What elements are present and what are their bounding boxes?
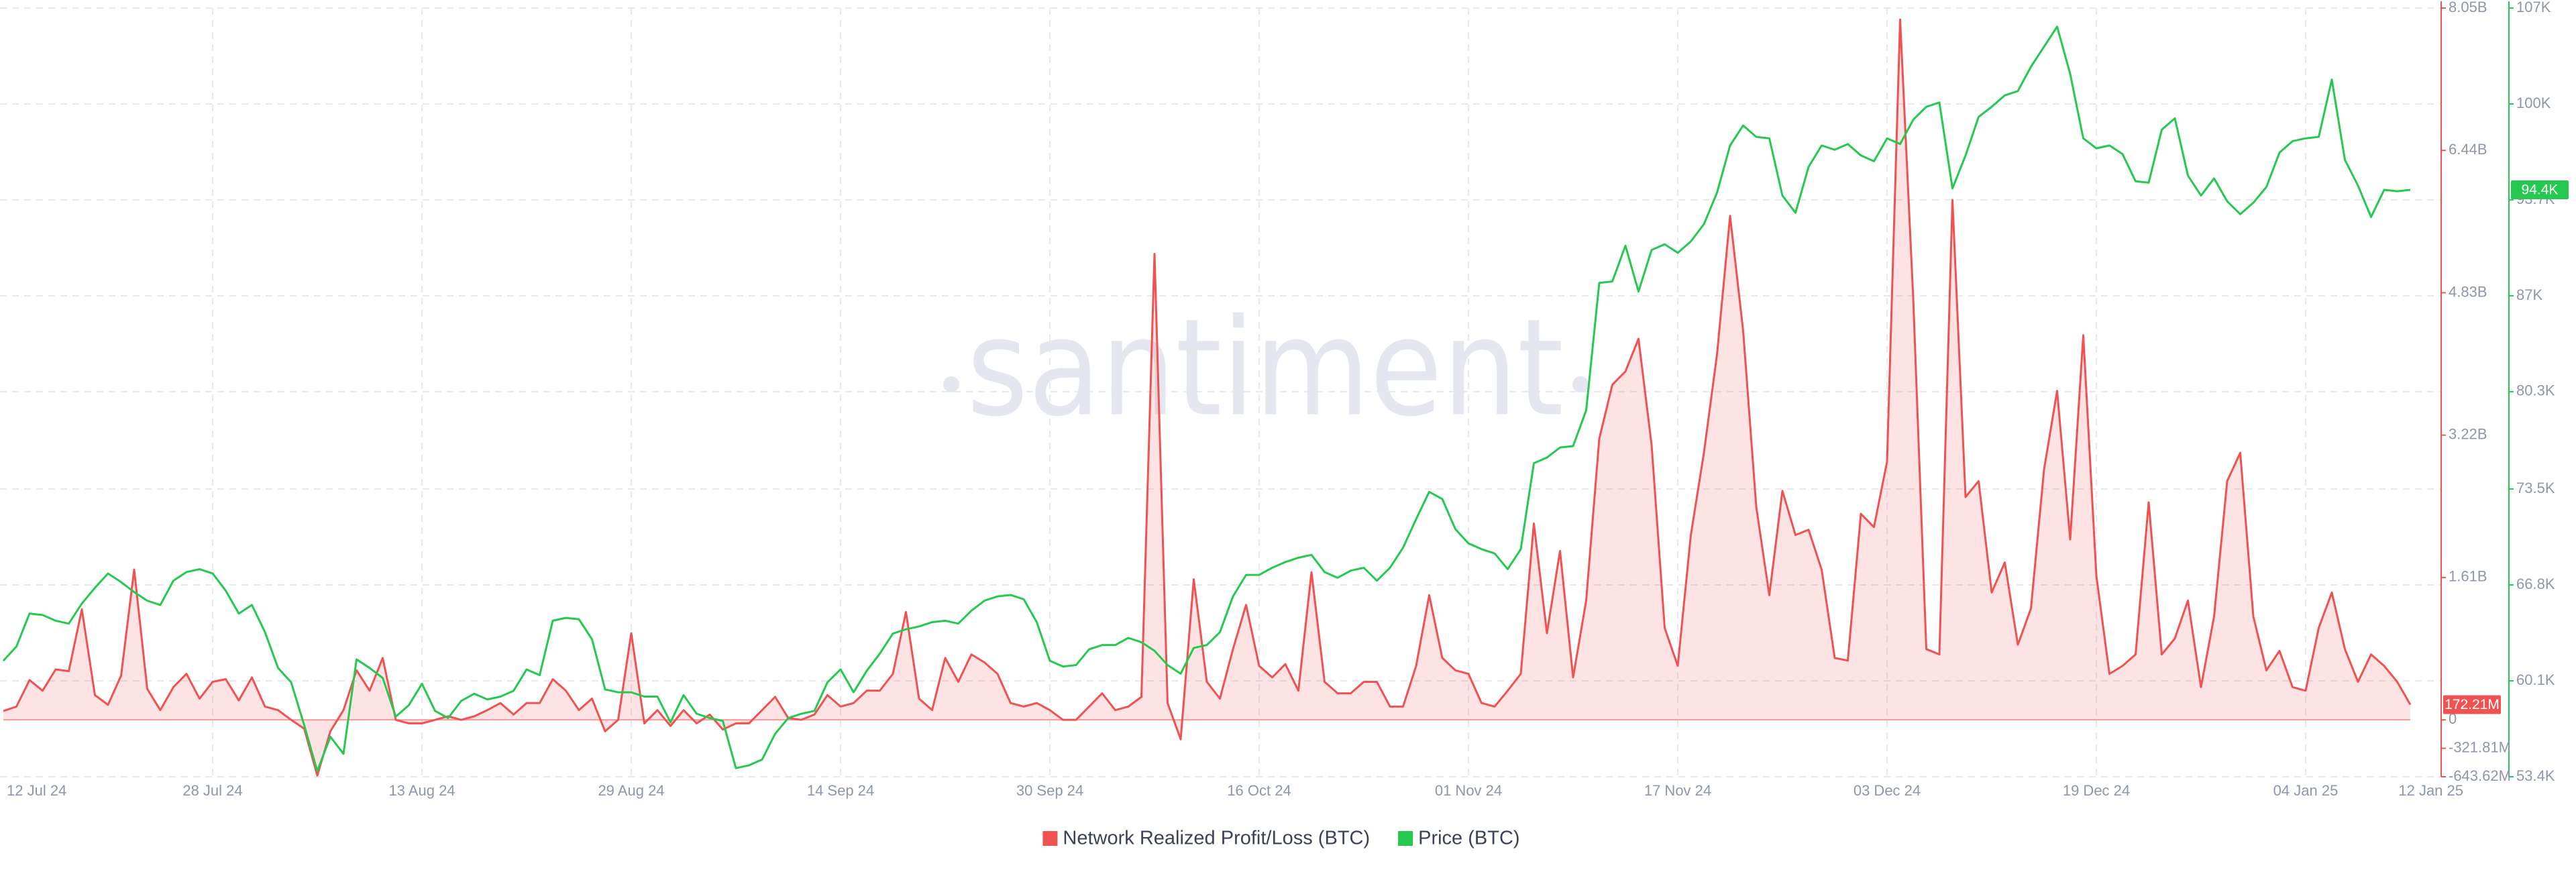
watermark-text: santiment	[967, 290, 1564, 447]
watermark: santiment	[943, 290, 1589, 447]
watermark-dot	[943, 376, 959, 392]
x-tick-label: 17 Nov 24	[1644, 782, 1711, 799]
y-tick-label: 1.61B	[2449, 568, 2487, 585]
area	[3, 19, 2410, 776]
y2-tick-label: 80.3K	[2516, 382, 2555, 399]
x-tick-label: 28 Jul 24	[182, 782, 242, 799]
y2-tick-label: 60.1K	[2516, 671, 2555, 688]
y2-tick-label: 100K	[2516, 95, 2551, 111]
y-tick-label: 0	[2449, 710, 2457, 727]
y2-tick-label: 87K	[2516, 286, 2542, 303]
y-tick-label: 6.44B	[2449, 141, 2487, 158]
x-tick-label: 19 Dec 24	[2063, 782, 2130, 799]
value-label: 94.4K	[2522, 182, 2559, 198]
x-tick-label: 12 Jul 24	[7, 782, 66, 799]
y-tick-label: -643.62M	[2449, 767, 2511, 784]
x-tick-label: 03 Dec 24	[1854, 782, 1921, 799]
watermark-dot	[1572, 376, 1589, 392]
x-tick-label: 01 Nov 24	[1435, 782, 1502, 799]
line	[2, 25, 2411, 772]
x-tick-label: 04 Jan 25	[2273, 782, 2339, 799]
y-tick-label: -321.81M	[2449, 739, 2511, 755]
value-badge	[2443, 695, 2501, 714]
legend-swatch	[1042, 831, 1058, 846]
y2-tick-label: 107K	[2516, 0, 2551, 15]
y-tick-label: 3.22B	[2449, 426, 2487, 443]
legend-swatch	[1398, 831, 1413, 846]
x-tick-label: 30 Sep 24	[1016, 782, 1083, 799]
value-label: 172.21M	[2445, 697, 2500, 712]
x-tick-label: 13 Aug 24	[388, 782, 455, 799]
line	[3, 18, 2412, 777]
legend-label: Network Realized Profit/Loss (BTC)	[1063, 828, 1370, 849]
x-tick-label: 29 Aug 24	[598, 782, 664, 799]
y2-tick-label: 66.8K	[2516, 576, 2555, 592]
y2-tick-label: 53.4K	[2516, 767, 2555, 784]
x-tick-label: 14 Sep 24	[807, 782, 874, 799]
value-badge	[2511, 180, 2569, 200]
y-tick-label: 8.05B	[2449, 0, 2487, 15]
y2-tick-label: 73.5K	[2516, 480, 2555, 496]
x-tick-label: 12 Jan 25	[2398, 782, 2463, 799]
legend: Network Realized Profit/Loss (BTC) Price …	[1042, 828, 1520, 849]
y-tick-label: 4.83B	[2449, 283, 2487, 300]
legend-label: Price (BTC)	[1418, 828, 1519, 849]
x-tick-label: 16 Oct 24	[1227, 782, 1291, 799]
